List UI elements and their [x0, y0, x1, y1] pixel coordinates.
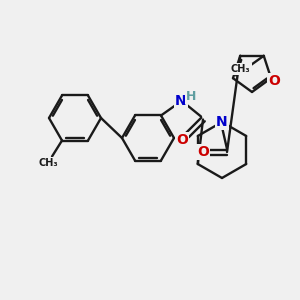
Text: CH₃: CH₃: [231, 64, 250, 74]
Text: CH₃: CH₃: [38, 158, 58, 167]
Text: N: N: [216, 115, 228, 129]
Text: H: H: [186, 90, 196, 103]
Text: O: O: [268, 74, 280, 88]
Text: N: N: [175, 94, 187, 109]
Text: O: O: [176, 134, 188, 148]
Text: O: O: [197, 145, 209, 159]
